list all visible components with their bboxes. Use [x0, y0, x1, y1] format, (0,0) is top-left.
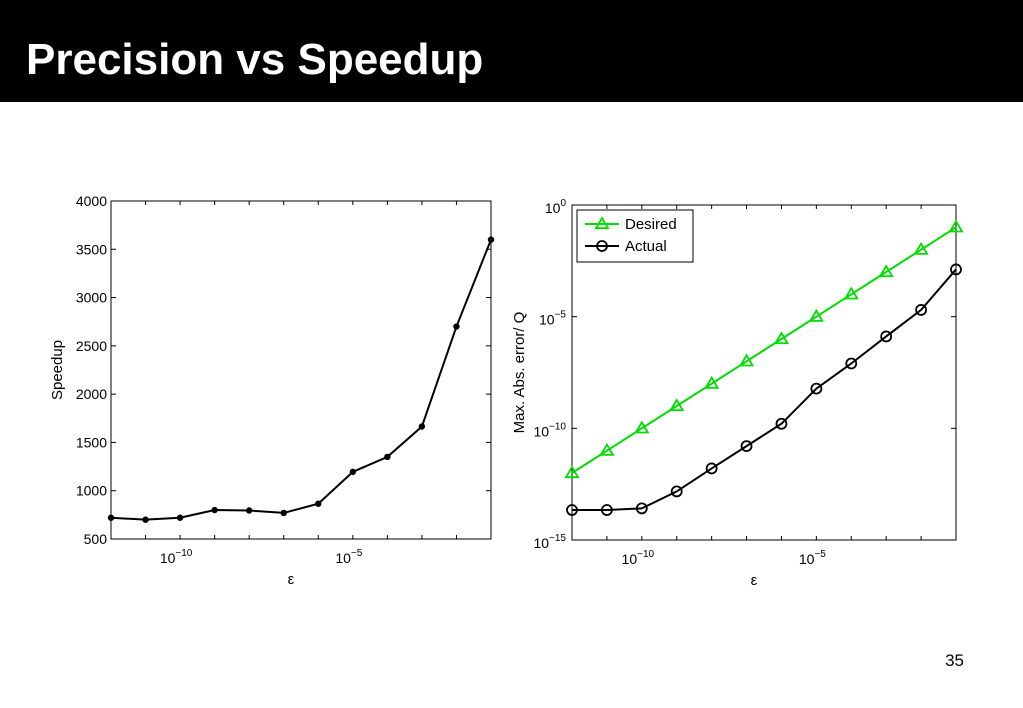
plot-frame	[110, 200, 492, 540]
actual-data-point	[566, 504, 578, 516]
desired-data-point	[948, 219, 964, 233]
desired-data-point	[913, 241, 929, 255]
speedup-data-point	[280, 509, 287, 517]
y-tick-label: 2000	[76, 386, 107, 402]
actual-data-point	[845, 357, 858, 370]
desired-data-point	[843, 286, 859, 300]
actual-data-point	[775, 417, 788, 430]
desired-data-point	[878, 264, 894, 278]
desired-data-point	[773, 331, 790, 345]
x-tick-label: 10−5	[799, 549, 826, 567]
speedup-series-line	[110, 239, 492, 521]
speedup-data-point	[245, 507, 253, 514]
actual-series-line	[572, 268, 957, 512]
y-tick-label: 2500	[76, 338, 107, 354]
legend-actual-label: Actual	[625, 238, 667, 255]
speedup-data-point	[142, 516, 149, 523]
y-tick-label: 1500	[76, 434, 107, 450]
actual-data-point	[880, 330, 893, 343]
desired-data-point	[669, 398, 685, 412]
x-axis-label: ε	[288, 571, 295, 588]
legend-actual-marker	[596, 240, 608, 252]
speedup-data-point	[349, 468, 357, 476]
desired-data-point	[808, 308, 824, 322]
legend: Desired Actual	[576, 209, 694, 263]
desired-data-point	[738, 353, 755, 367]
x-axis-label: ε	[751, 572, 758, 589]
x-tick-label: 10−10	[160, 548, 193, 566]
legend-box	[576, 209, 694, 263]
speedup-data-point	[384, 453, 391, 461]
y-tick-label: 10−10	[533, 421, 566, 439]
speedup-data-point	[315, 500, 322, 507]
desired-data-point	[704, 375, 720, 389]
desired-data-point	[599, 442, 615, 456]
actual-data-point	[915, 304, 927, 316]
actual-data-point	[740, 440, 753, 453]
desired-data-point	[634, 420, 650, 434]
error-chart: 10−10 10−5 100 10−5 10−10 10−15 ε Max. Abs. err…	[511, 198, 964, 589]
actual-data-point	[601, 504, 613, 516]
actual-data-point	[810, 382, 823, 395]
slide-title: Precision vs Speedup	[26, 35, 484, 84]
title-bar: Precision vs Speedup	[0, 0, 1023, 102]
y-tick-label: 100	[545, 198, 567, 216]
speedup-data-point	[453, 323, 460, 330]
speedup-chart: 10−10 10−5 500 1000 1500 2000 2500 3000 3500 4000…	[49, 193, 495, 588]
actual-data-point	[705, 462, 718, 475]
y-tick-label: 1000	[76, 483, 107, 499]
y-tick-label: 10−5	[539, 310, 566, 328]
y-tick-label: 3500	[76, 241, 107, 257]
desired-series-line	[571, 226, 957, 474]
x-tick-label: 10−10	[622, 549, 655, 567]
speedup-data-point	[418, 423, 426, 430]
speedup-data-point	[107, 514, 115, 521]
speedup-data-point	[176, 514, 184, 521]
desired-data-point	[564, 465, 580, 479]
actual-data-point	[670, 485, 683, 498]
y-tick-label: 500	[84, 531, 108, 547]
y-axis-label: Speedup	[49, 340, 66, 400]
y-tick-label: 3000	[76, 290, 107, 306]
x-tick-label: 10−5	[335, 548, 362, 566]
y-axis-label: Max. Abs. error/ Q	[511, 312, 528, 434]
y-tick-label: 10−15	[533, 533, 566, 551]
slide-number: 35	[945, 651, 964, 670]
y-tick-label: 4000	[76, 193, 107, 209]
actual-data-point	[950, 263, 962, 276]
speedup-data-point	[487, 236, 495, 243]
legend-desired-marker	[594, 216, 610, 230]
actual-data-point	[635, 502, 648, 515]
plot-frame	[571, 204, 957, 541]
speedup-data-point	[211, 506, 218, 514]
legend-desired-label: Desired	[625, 216, 677, 233]
